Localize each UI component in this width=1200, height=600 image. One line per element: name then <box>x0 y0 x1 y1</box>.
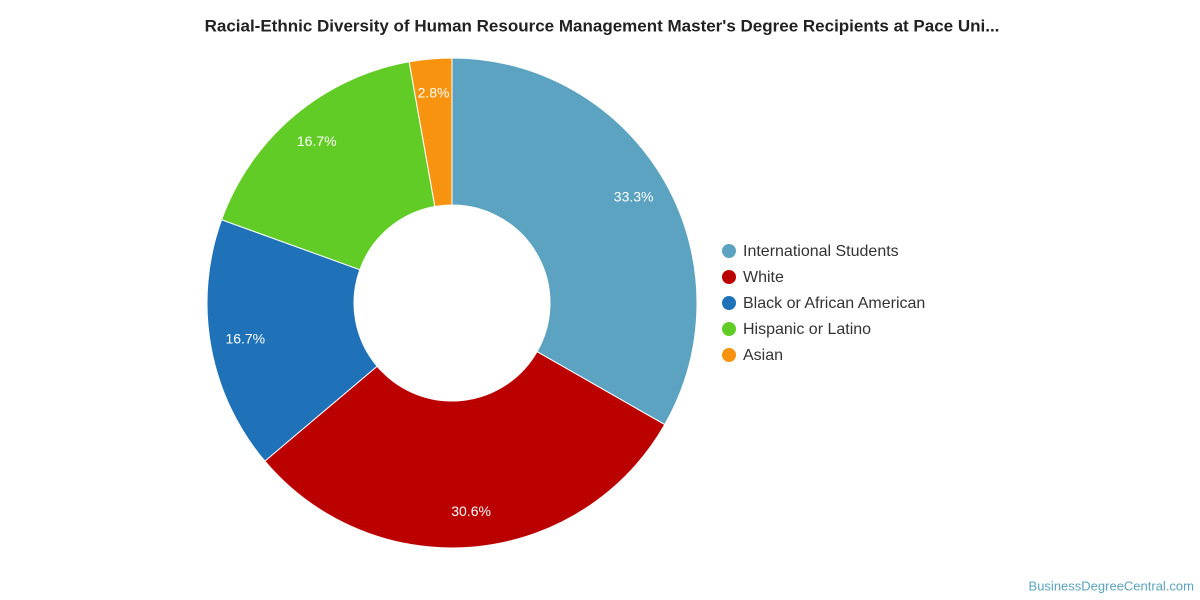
slice <box>220 61 436 271</box>
legend-label: Hispanic or Latino <box>743 321 871 338</box>
legend-marker <box>722 322 736 336</box>
legend-marker <box>722 270 736 284</box>
slice <box>408 57 453 208</box>
data-label: 16.7% <box>225 331 265 347</box>
data-label: 30.6% <box>451 503 491 519</box>
data-label: 2.8% <box>418 85 450 101</box>
legend-label: International Students <box>743 243 899 260</box>
legend-label: Black or African American <box>743 295 925 312</box>
slice <box>206 219 378 462</box>
slice <box>264 350 666 549</box>
legend-marker <box>722 296 736 310</box>
slice <box>451 57 698 426</box>
legend-label: Asian <box>743 347 783 364</box>
source[interactable]: BusinessDegreeCentral.com <box>1029 578 1194 593</box>
chart-title: Racial-Ethnic Diversity of Human Resourc… <box>205 16 1000 35</box>
legend-marker <box>722 348 736 362</box>
data-label: 33.3% <box>614 188 654 204</box>
data-label: 16.7% <box>297 133 337 149</box>
legend-marker <box>722 244 736 258</box>
legend-label: White <box>743 269 784 286</box>
